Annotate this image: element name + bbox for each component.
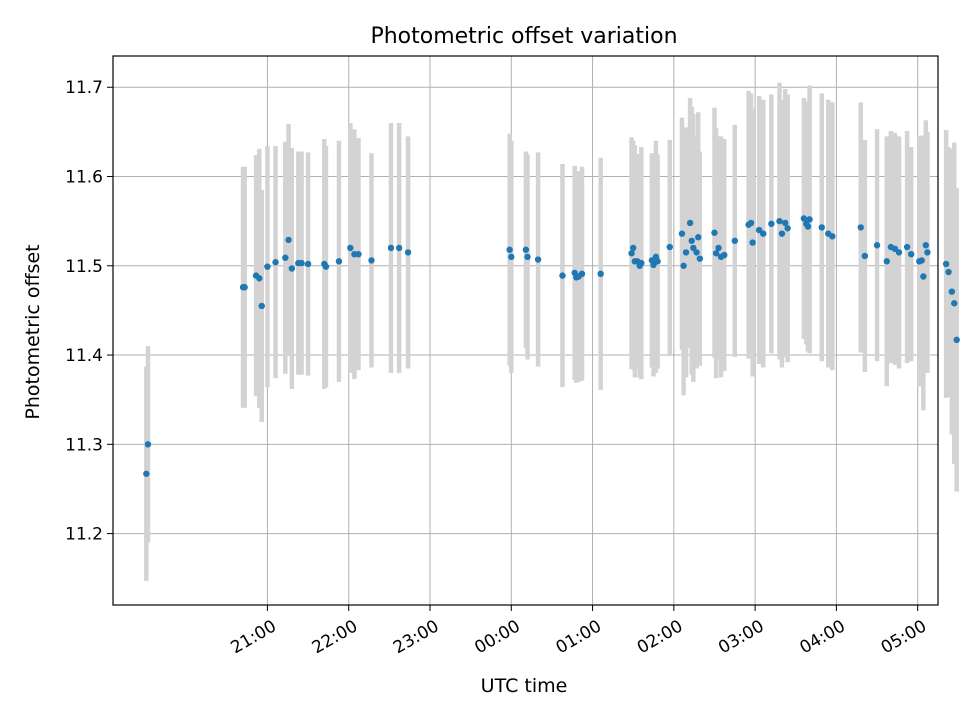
data-point [903,243,911,251]
data-point [873,242,881,249]
data-point [597,270,604,278]
data-point [256,275,263,282]
data-point [522,246,530,253]
data-point [945,268,952,276]
data-point [322,263,330,270]
data-point [953,336,960,344]
data-point [578,270,586,278]
data-point [715,244,722,252]
data-point [696,255,704,262]
x-tick-label: 00:00 [471,616,523,658]
data-point [387,244,395,252]
data-point [666,243,673,251]
data-point [534,256,542,263]
chart-title: Photometric offset variation [370,24,677,49]
data-point [731,237,738,244]
x-tick-label: 05:00 [878,616,930,658]
x-axis-label: UTC time [481,675,568,697]
data-point [282,254,289,261]
data-point [942,260,950,268]
data-point [776,217,783,225]
y-tick-label: 11.6 [65,168,103,188]
y-tick-label: 11.7 [65,78,103,98]
data-point [804,223,812,230]
data-point [781,219,789,227]
data-point [749,239,756,246]
data-point [693,249,700,256]
data-point [144,441,152,448]
data-point [304,260,312,268]
data-point [747,219,755,227]
data-point [368,257,375,264]
data-point [818,224,825,231]
data-point [258,302,265,310]
data-point [806,216,813,223]
data-point [506,246,513,253]
data-point [918,257,925,264]
y-tick-label: 11.3 [65,435,103,455]
data-point [629,244,637,252]
data-point [760,230,767,237]
data-point [508,253,515,261]
data-point [768,220,775,228]
data-point [922,242,930,249]
x-tick-label: 02:00 [634,616,686,658]
data-point [784,225,791,232]
x-tick-label: 01:00 [553,616,605,658]
data-point [680,262,687,269]
data-point [638,259,645,267]
data-point [711,229,718,236]
data-point [721,251,728,259]
y-tick-label: 11.4 [65,346,103,366]
x-tick-label: 21:00 [227,616,279,658]
data-point [347,244,354,252]
data-point [355,250,362,258]
data-point [948,288,956,295]
data-point [288,265,296,272]
y-tick-label: 11.2 [65,525,103,545]
x-tick-label: 04:00 [796,616,848,658]
data-point [778,230,786,237]
data-point [951,300,958,307]
data-point [264,263,271,270]
data-point [335,258,343,265]
data-point [143,470,150,477]
data-point [628,250,635,257]
data-point [861,252,869,260]
y-tick-label: 11.5 [65,257,103,277]
data-point [404,249,412,256]
data-point [654,258,661,265]
plot-area: 21:00 22:00 23:00 00:00 01:00 02:00 03:00 04:00… [65,55,960,658]
data-point [829,233,836,240]
x-tick-label: 22:00 [309,616,361,658]
data-point [883,258,890,265]
data-point [241,284,248,291]
data-point [285,236,292,244]
axes-frame [112,55,939,606]
data-point [695,234,702,241]
data-point [924,249,931,256]
data-point [688,237,695,244]
data-point [907,250,915,258]
data-point [678,230,686,237]
data-point [712,250,720,257]
data-point [895,249,903,256]
x-tick-label: 03:00 [715,616,767,658]
data-point [690,244,697,252]
data-point [686,219,694,227]
y-axis-label: Photometric offset [22,244,44,419]
data-point [682,249,690,256]
data-point [857,224,864,231]
x-tick-label: 23:00 [390,616,442,658]
data-point [524,253,531,261]
data-point [920,273,927,280]
data-point [395,244,403,252]
data-point [272,259,279,266]
data-point [559,272,566,279]
data-point [800,215,808,222]
data-point [298,259,305,267]
